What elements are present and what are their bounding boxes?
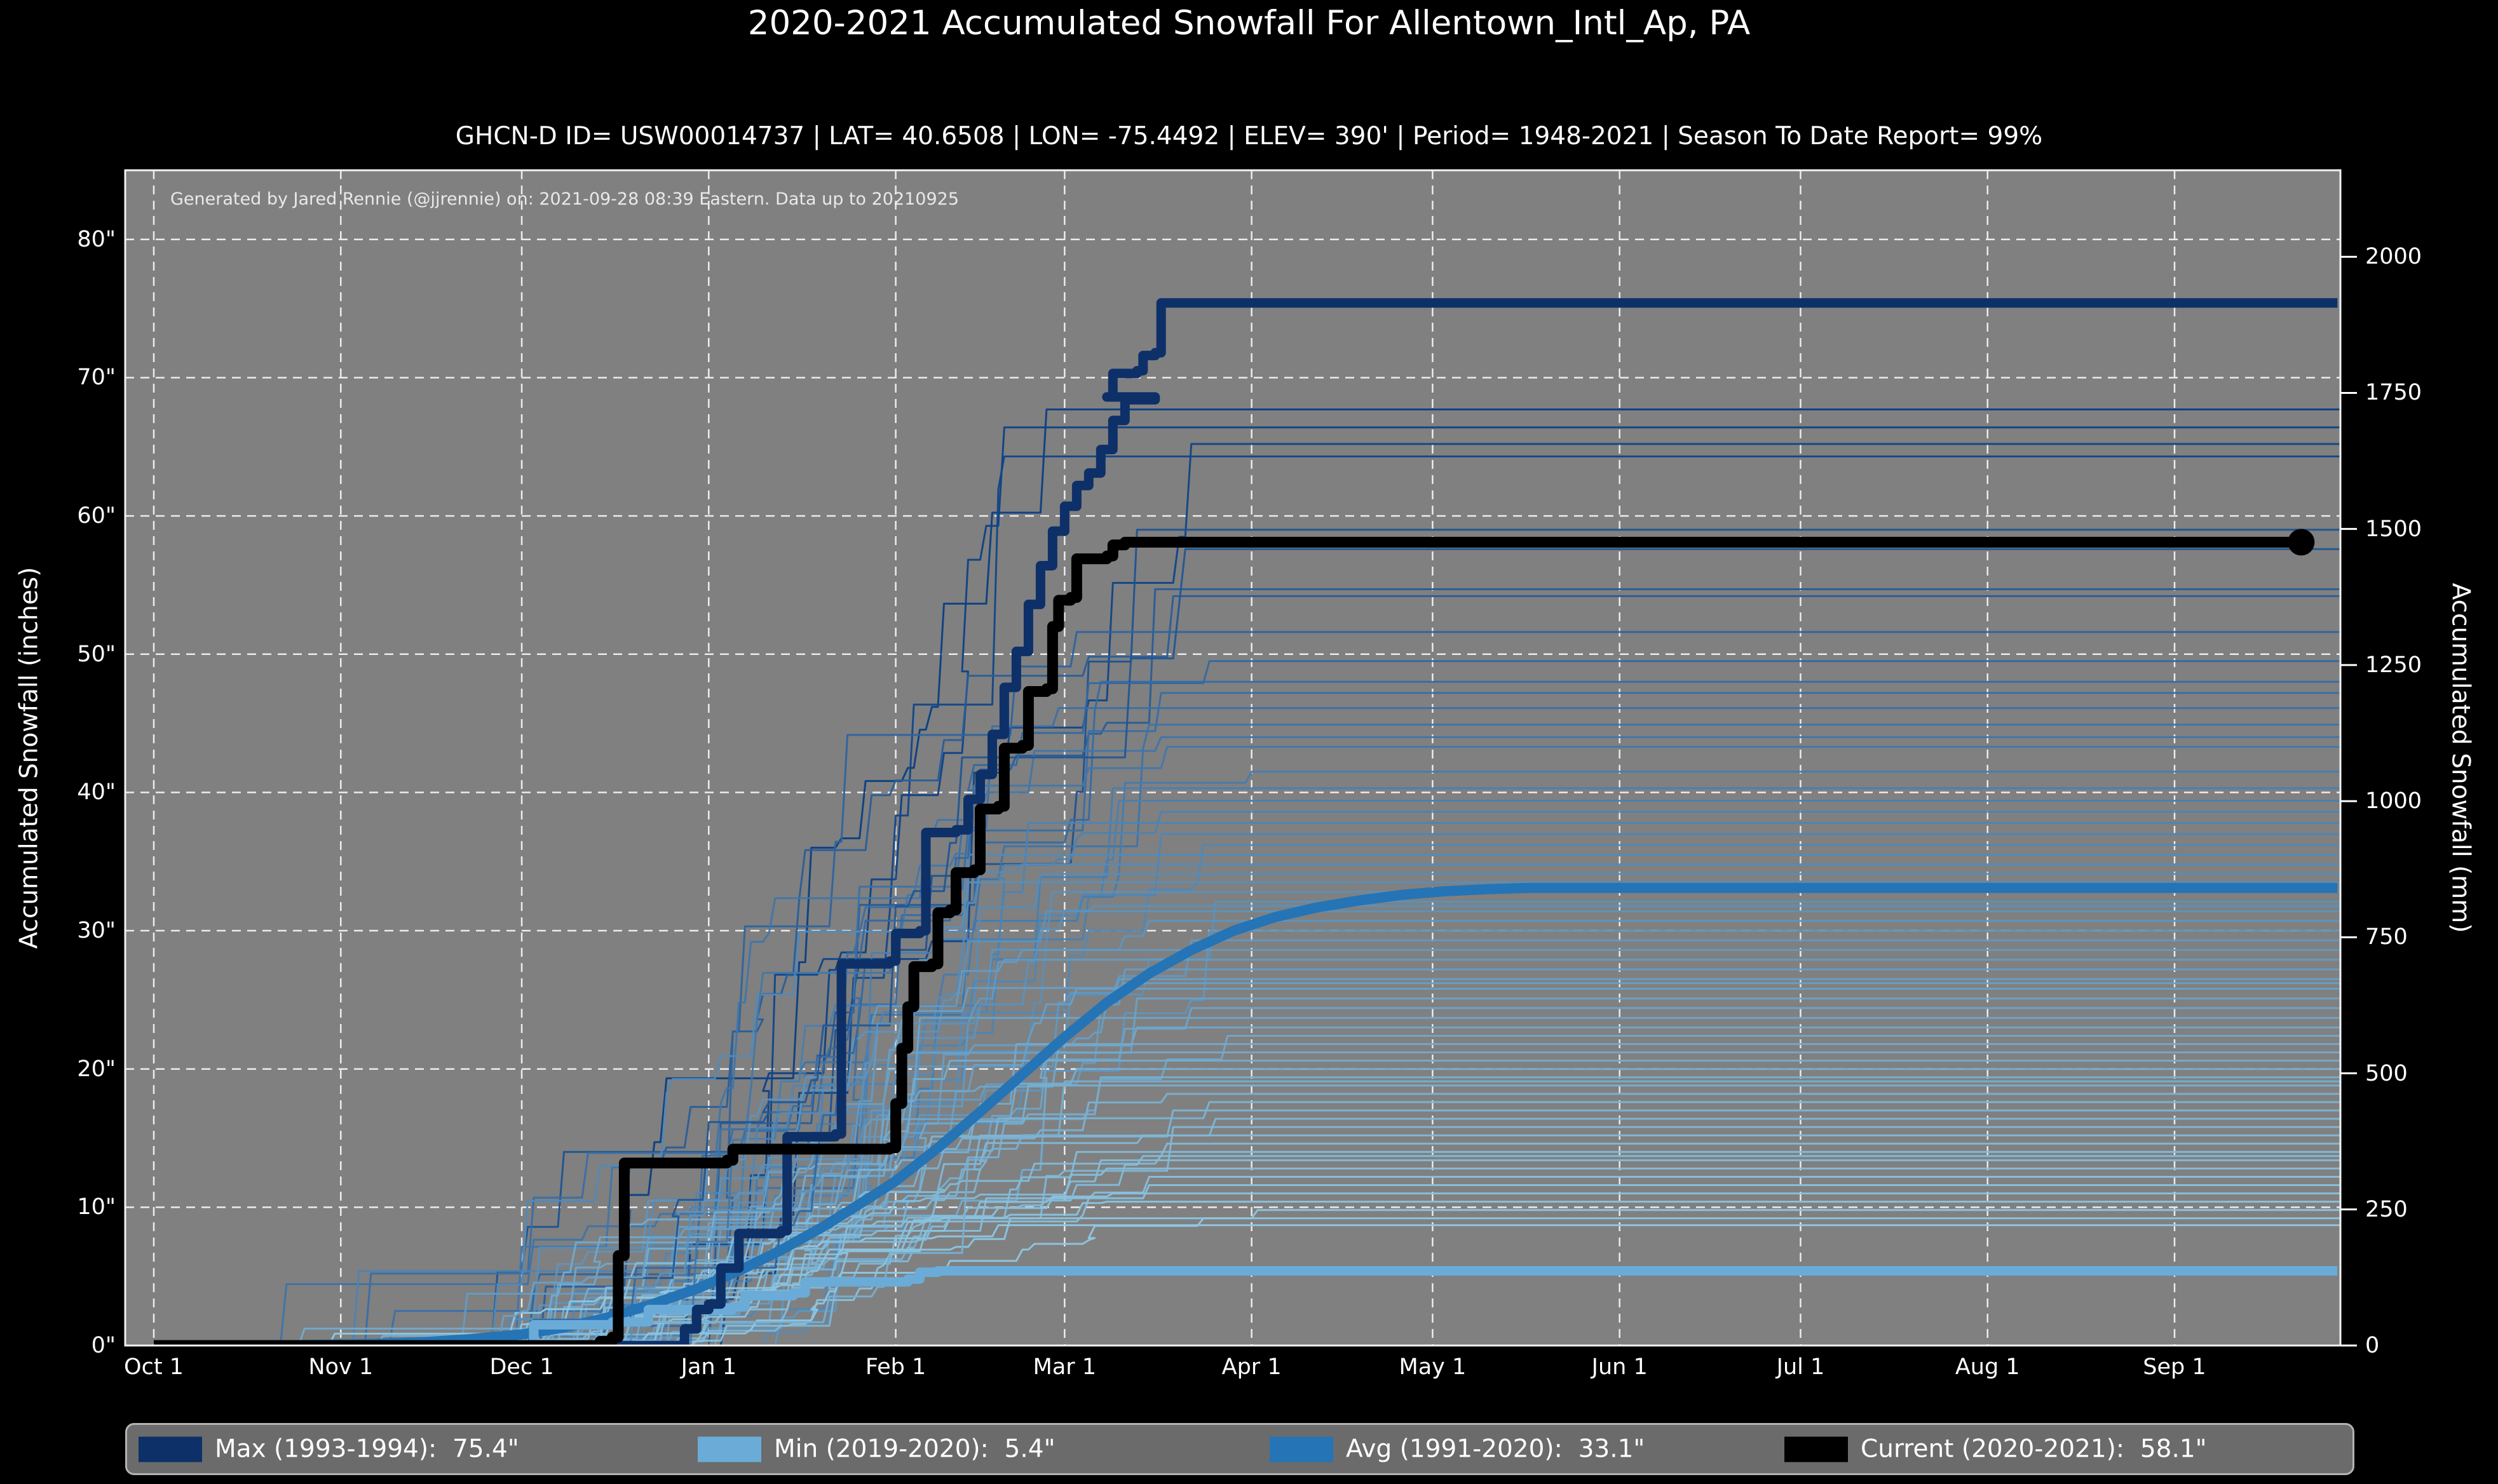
historical-season-line	[154, 978, 2340, 1346]
y-tick-label: 0"	[91, 1333, 116, 1358]
legend-swatch	[1784, 1436, 1848, 1462]
historical-season-line	[154, 853, 2340, 1346]
min-line	[154, 1266, 2338, 1346]
legend-item-current: Current (2020-2021): 58.1"	[1784, 1435, 2207, 1464]
historical-season-line	[154, 1209, 2340, 1346]
historical-season-line	[154, 929, 2340, 1346]
x-tick-label: Mar 1	[1033, 1354, 1097, 1380]
y-tick-label: 80"	[77, 226, 116, 252]
y-tick-label: 30"	[77, 918, 116, 944]
legend-swatch	[698, 1436, 761, 1462]
right-tick-label: 500	[2365, 1060, 2408, 1086]
historical-season-line	[154, 1155, 2340, 1346]
historical-season-line	[154, 844, 2340, 1346]
current-end-marker	[2288, 529, 2315, 556]
y-tick-label: 20"	[77, 1056, 116, 1082]
legend-label: Min (2019-2020): 5.4"	[774, 1434, 1056, 1464]
x-tick-label: Sep 1	[2143, 1354, 2206, 1380]
right-tick-marks	[2340, 255, 2357, 1347]
x-tick-label: Feb 1	[865, 1354, 927, 1380]
historical-season-line	[154, 443, 2340, 1346]
historical-season-line	[154, 968, 2340, 1346]
legend-label: Current (2020-2021): 58.1"	[1861, 1434, 2207, 1464]
legend-swatch	[139, 1436, 202, 1462]
series-group	[154, 298, 2340, 1346]
x-tick-label: Jan 1	[681, 1354, 737, 1380]
historical-season-line	[154, 787, 2340, 1346]
historical-season-line	[154, 1016, 2340, 1346]
legend-label: Max (1993-1994): 75.4"	[215, 1434, 519, 1464]
historical-season-line	[154, 1060, 2340, 1346]
y-tick-label: 10"	[77, 1194, 116, 1220]
historical-season-line	[154, 660, 2340, 1346]
plot-border	[124, 169, 2342, 1347]
x-tick-label: Aug 1	[1955, 1354, 2020, 1380]
y-tick-label: 40"	[77, 779, 116, 806]
legend-swatch	[1270, 1436, 1333, 1462]
chart-subtitle: GHCN-D ID= USW00014737 | LAT= 40.6508 | …	[455, 122, 2043, 151]
historical-season-line	[154, 455, 2340, 1346]
x-tick-label: Apr 1	[1221, 1354, 1282, 1380]
right-tick-label: 750	[2365, 924, 2408, 950]
historical-season-line	[154, 1167, 2340, 1346]
right-tick-label: 1000	[2365, 788, 2422, 814]
legend-item-avg: Avg (1991-2020): 33.1"	[1270, 1435, 1645, 1464]
right-tick-label: 2000	[2365, 244, 2422, 270]
watermark-text: Generated by Jared Rennie (@jjrennie) on…	[170, 189, 960, 209]
y-tick-label: 60"	[77, 503, 116, 529]
right-axis-label: Accumulated Snowfall (mm)	[2446, 583, 2475, 933]
x-tick-label: Nov 1	[308, 1354, 374, 1380]
avg-line	[154, 882, 2338, 1346]
right-tick-label: 1500	[2365, 516, 2422, 542]
legend-item-min: Min (2019-2020): 5.4"	[698, 1435, 1056, 1464]
left-axis-label: Accumulated Snowfall (inches)	[15, 567, 44, 949]
right-tick-label: 1750	[2365, 380, 2422, 406]
current-line	[154, 537, 2302, 1346]
historical-season-line	[154, 1224, 2340, 1346]
x-tick-label: Dec 1	[489, 1354, 554, 1380]
x-tick-label: Jun 1	[1591, 1354, 1648, 1380]
right-tick-label: 250	[2365, 1196, 2408, 1222]
plot-background	[125, 170, 2340, 1346]
y-tick-label: 70"	[77, 365, 116, 391]
max-line	[154, 298, 2338, 1346]
chart-title: 2020-2021 Accumulated Snowfall For Allen…	[747, 4, 1751, 43]
legend: Max (1993-1994): 75.4" Min (2019-2020): 5…	[125, 1423, 2354, 1475]
right-tick-label: 1250	[2365, 652, 2422, 678]
historical-season-line	[154, 1080, 2340, 1346]
right-tick-label: 0	[2365, 1333, 2380, 1358]
historical-season-line	[154, 949, 2340, 1346]
historical-season-line	[154, 905, 2340, 1346]
historical-season-line	[154, 548, 2340, 1346]
historical-season-line	[154, 426, 2340, 1346]
historical-season-line	[154, 588, 2340, 1346]
historical-season-line	[154, 910, 2340, 1346]
legend-item-max: Max (1993-1994): 75.4"	[139, 1435, 519, 1464]
historical-season-line	[154, 1007, 2340, 1346]
x-tick-label: Jul 1	[1776, 1354, 1825, 1380]
y-tick-label: 50"	[77, 641, 116, 667]
x-tick-label: Oct 1	[124, 1354, 184, 1380]
x-tick-label: May 1	[1399, 1354, 1467, 1380]
legend-label: Avg (1991-2020): 33.1"	[1346, 1434, 1645, 1464]
